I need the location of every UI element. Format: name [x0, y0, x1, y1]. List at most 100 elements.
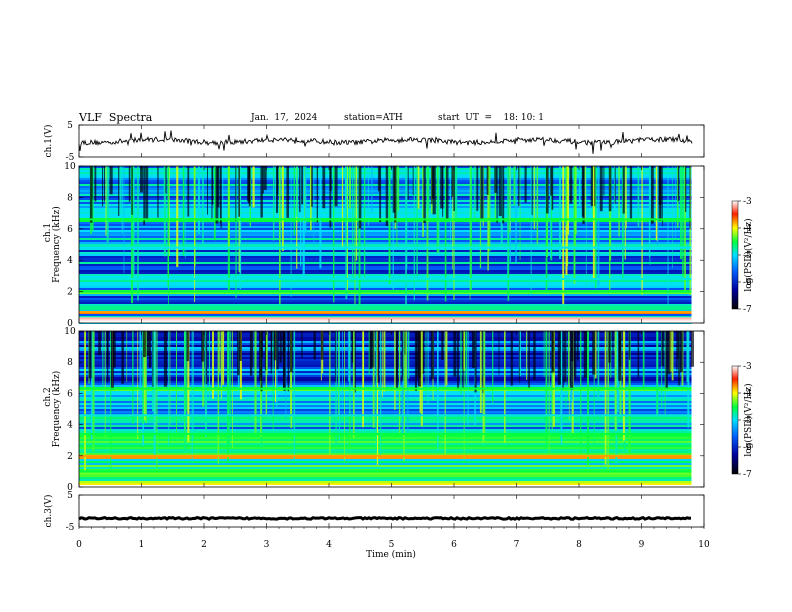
ch1-spectrogram-sferic-streak: [313, 166, 315, 246]
ch1-spectrogram-colorbar-tick-label: -7: [743, 305, 752, 315]
ch1-spectrogram-dark-gap: [569, 166, 573, 204]
ch1-spectrogram-band: [79, 168, 692, 170]
ch1-spectrogram-sferic-streak: [536, 166, 539, 244]
ch2-spectrogram-sferic-streak: [156, 331, 158, 472]
ch1-spectrogram-dark-gap: [689, 166, 691, 229]
ch1-spectrogram-band: [79, 250, 692, 252]
ch2-spectrogram-sferic-streak: [568, 331, 570, 400]
ch1-spectrogram-band: [79, 176, 692, 178]
ch2-spectrogram-dark-gap: [592, 331, 596, 375]
ch1-spectrogram-sferic-streak: [550, 166, 553, 261]
ch1-spectrogram-sferic-streak: [469, 166, 471, 300]
ch1-spectrogram-sferic-streak: [345, 166, 348, 300]
ch2-spectrogram-dark-gap: [313, 331, 316, 360]
ch1-spectrogram-sferic-streak: [371, 166, 373, 213]
ch1-spectrogram-dark-gap: [276, 166, 279, 195]
ch2-spectrogram-dark-gap: [557, 331, 561, 385]
ch2-spectrogram-dark-gap: [370, 331, 374, 368]
ch2-spectrogram-y-tick-label: 0: [67, 483, 73, 493]
ch1-waveform-trace: [78, 130, 693, 154]
ch1-spectrogram-dark-gap: [145, 166, 149, 221]
ch1-spectrogram-sferic-streak: [163, 166, 166, 257]
ch2-spectrogram-band: [79, 453, 692, 455]
ch1-spectrogram-sferic-streak: [533, 166, 536, 230]
ch2-spectrogram-sferic-streak: [222, 331, 225, 385]
ch1-spectrogram-y-axis-label: Frequency (kHz): [51, 206, 62, 283]
ch1-spectrogram-sferic-streak: [689, 166, 691, 295]
ch2-spectrogram-dark-gap: [146, 331, 150, 356]
ch1-spectrogram-band: [79, 258, 692, 260]
station-label: station=ATH: [344, 113, 403, 123]
ch2-spectrogram-channel-label: ch.2: [43, 387, 53, 406]
ch1-spectrogram-dark-gap: [235, 166, 237, 222]
ch1-spectrogram-dark-gap: [219, 166, 221, 224]
ch1-spectrogram-dark-gap: [476, 166, 479, 211]
ch2-spectrogram-dark-gap: [287, 331, 290, 392]
ch1-spectrogram-sferic-streak: [470, 166, 472, 292]
ch1-spectrogram-dark-gap: [531, 166, 533, 216]
ch2-spectrogram-band: [79, 439, 692, 441]
ch2-spectrogram-dark-gap: [88, 331, 92, 379]
ch2-spectrogram-sferic-streak: [145, 331, 147, 424]
ch1-spectrogram-sferic-streak: [637, 166, 640, 227]
ch1-spectrogram-line-0.7khz: [79, 311, 692, 313]
ch2-spectrogram-dark-gap: [576, 331, 579, 361]
ch2-spectrogram-sferic-streak: [102, 331, 104, 387]
ch2-spectrogram-band: [79, 421, 692, 423]
ch2-spectrogram-dark-gap: [676, 331, 678, 371]
ch1-spectrogram-sferic-streak: [507, 166, 510, 301]
ch2-spectrogram-band: [79, 477, 692, 479]
ch2-spectrogram-dark-gap: [414, 331, 417, 391]
ch1-spectrogram-dark-gap: [140, 166, 144, 193]
ch2-spectrogram-y-tick-label: 8: [67, 358, 73, 368]
ch2-spectrogram-line-2khz: [79, 454, 692, 457]
ch2-spectrogram-sferic-streak: [492, 331, 494, 403]
ch2-spectrogram-dark-gap: [271, 331, 272, 366]
ch2-spectrogram-sferic-streak: [84, 331, 86, 471]
ch1-spectrogram-dark-gap: [629, 166, 633, 221]
ch2-spectrogram-sferic-streak: [191, 331, 193, 462]
ch2-spectrogram-dark-gap: [498, 331, 500, 375]
ch2-spectrogram-sferic-streak: [403, 331, 405, 461]
ch2-spectrogram-sferic-streak: [381, 331, 383, 398]
ch1-spectrogram-sferic-streak: [545, 166, 548, 293]
ch1-spectrogram-dark-gap: [423, 166, 426, 224]
ch1-spectrogram-sferic-streak: [121, 166, 123, 234]
ch2-spectrogram-sferic-streak: [352, 331, 355, 439]
ch2-spectrogram-band: [79, 435, 692, 437]
ch1-spectrogram-sferic-streak: [222, 166, 224, 208]
ch2-spectrogram-y-tick-label: 6: [67, 389, 73, 399]
ch1-spectrogram-dark-gap: [109, 166, 113, 195]
ch1-spectrogram-band: [79, 170, 692, 172]
ch2-spectrogram-y-tick-label: 4: [67, 421, 73, 431]
ch1-spectrogram-channel-label: ch.1: [43, 223, 53, 242]
ch1-spectrogram-dark-gap: [238, 166, 240, 217]
x-axis-label: Time (min): [366, 549, 416, 560]
ch1-spectrogram-sferic-streak: [624, 166, 626, 260]
ch2-spectrogram-band: [79, 437, 692, 439]
ch1-spectrogram-band: [79, 292, 692, 294]
ch1-spectrogram-band: [79, 184, 692, 186]
ch2-spectrogram-sferic-streak: [467, 331, 469, 426]
ch1-spectrogram-band: [79, 172, 692, 174]
ch1-spectrogram-sferic-streak: [333, 166, 335, 303]
ch2-spectrogram-sferic-streak: [192, 331, 194, 440]
ch1-spectrogram-sferic-streak: [594, 166, 597, 289]
ch2-spectrogram-band: [79, 391, 692, 393]
ch1-spectrogram-dark-gap: [446, 166, 449, 220]
ch2-spectrogram-dark-gap: [111, 331, 114, 390]
ch1-spectrogram-sferic-streak: [626, 166, 627, 229]
ch1-spectrogram-sferic-streak: [609, 166, 611, 292]
ch2-spectrogram-dark-gap: [462, 331, 464, 388]
ch2-spectrogram-dark-gap: [377, 331, 380, 383]
ch2-spectrogram-dark-gap: [510, 331, 513, 386]
ch2-spectrogram-sferic-streak: [607, 331, 609, 470]
ch1-spectrogram-sferic-streak: [676, 166, 679, 229]
ch1-spectrogram-band: [79, 166, 692, 168]
ch2-spectrogram-dark-gap: [528, 331, 530, 388]
ch2-spectrogram-sferic-streak: [342, 331, 343, 406]
ch1-spectrogram-sferic-streak: [450, 166, 451, 242]
ch2-spectrogram-band: [79, 473, 692, 475]
ch2-spectrogram-band: [79, 417, 692, 419]
